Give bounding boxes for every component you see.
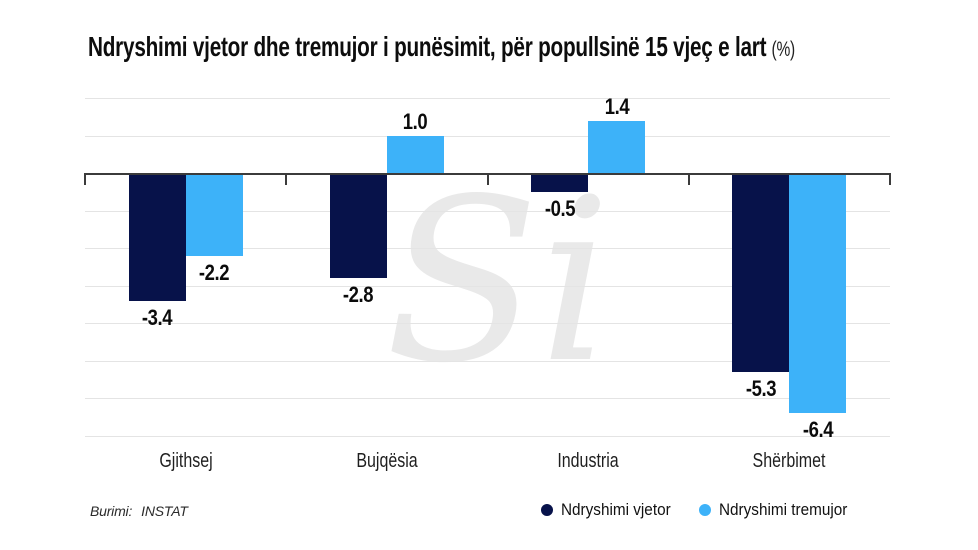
gridline — [85, 135, 890, 137]
value-label: -2.2 — [199, 259, 230, 285]
bar-tremujor — [789, 173, 847, 414]
legend-dot-tremujor-icon — [698, 504, 711, 516]
plot-area: -3.4 -2.2 Gjithsej -2.8 1.0 Bujqësia -0.5 1.4 In… — [84, 94, 891, 472]
bar-tremujor — [588, 120, 646, 174]
legend-item-tremujor: Ndryshimi tremujor — [698, 500, 862, 520]
category-label: Shërbimet — [752, 450, 826, 472]
gridline — [85, 98, 890, 99]
watermark-logo: Si — [385, 151, 612, 413]
source-value: INSTAT — [141, 503, 188, 519]
source-label: Burimi: — [90, 503, 133, 519]
gridline — [85, 285, 890, 287]
bar-vjetor — [732, 173, 790, 373]
bar-tremujor — [386, 135, 444, 174]
axis-tick — [889, 173, 891, 186]
value-label: -2.8 — [343, 282, 374, 308]
axis-tick — [84, 173, 86, 186]
bar-tremujor — [185, 173, 243, 256]
value-label: 1.4 — [604, 93, 629, 119]
legend-dot-vjetor-icon — [541, 504, 553, 516]
category-label: Industria — [557, 450, 619, 472]
axis-tick — [687, 173, 690, 186]
legend-label-tremujor: Ndryshimi tremujor — [718, 500, 848, 519]
gridline — [85, 360, 890, 362]
gridline — [85, 210, 890, 212]
gridline — [85, 436, 890, 437]
value-label: -0.5 — [544, 195, 576, 221]
chart-title: Ndryshimi vjetor dhe tremujor i punësimi… — [88, 31, 795, 63]
gridline — [85, 248, 890, 250]
bar-vjetor — [329, 173, 387, 279]
category-label: Gjithsej — [158, 450, 213, 472]
chart-title-text: Ndryshimi vjetor dhe tremujor i punësimi… — [88, 31, 767, 62]
legend-label-vjetor: Ndryshimi vjetor — [561, 500, 671, 519]
source-note: Burimi: INSTAT — [90, 503, 188, 519]
value-label: -5.3 — [745, 376, 777, 402]
gridline — [85, 398, 890, 400]
category-label: Bujqësia — [356, 450, 418, 472]
legend-item-vjetor: Ndryshimi vjetor — [541, 500, 683, 520]
gridline — [85, 323, 890, 325]
bar-vjetor — [128, 173, 186, 301]
bar-vjetor — [531, 173, 589, 192]
legend: Ndryshimi vjetor Ndryshimi tremujor — [541, 500, 862, 520]
axis-tick — [285, 173, 288, 186]
value-label: 1.0 — [403, 108, 428, 134]
value-label: -3.4 — [142, 304, 173, 330]
chart-title-unit: (%) — [771, 38, 796, 61]
axis-tick — [486, 173, 489, 186]
value-label: -6.4 — [802, 417, 834, 443]
